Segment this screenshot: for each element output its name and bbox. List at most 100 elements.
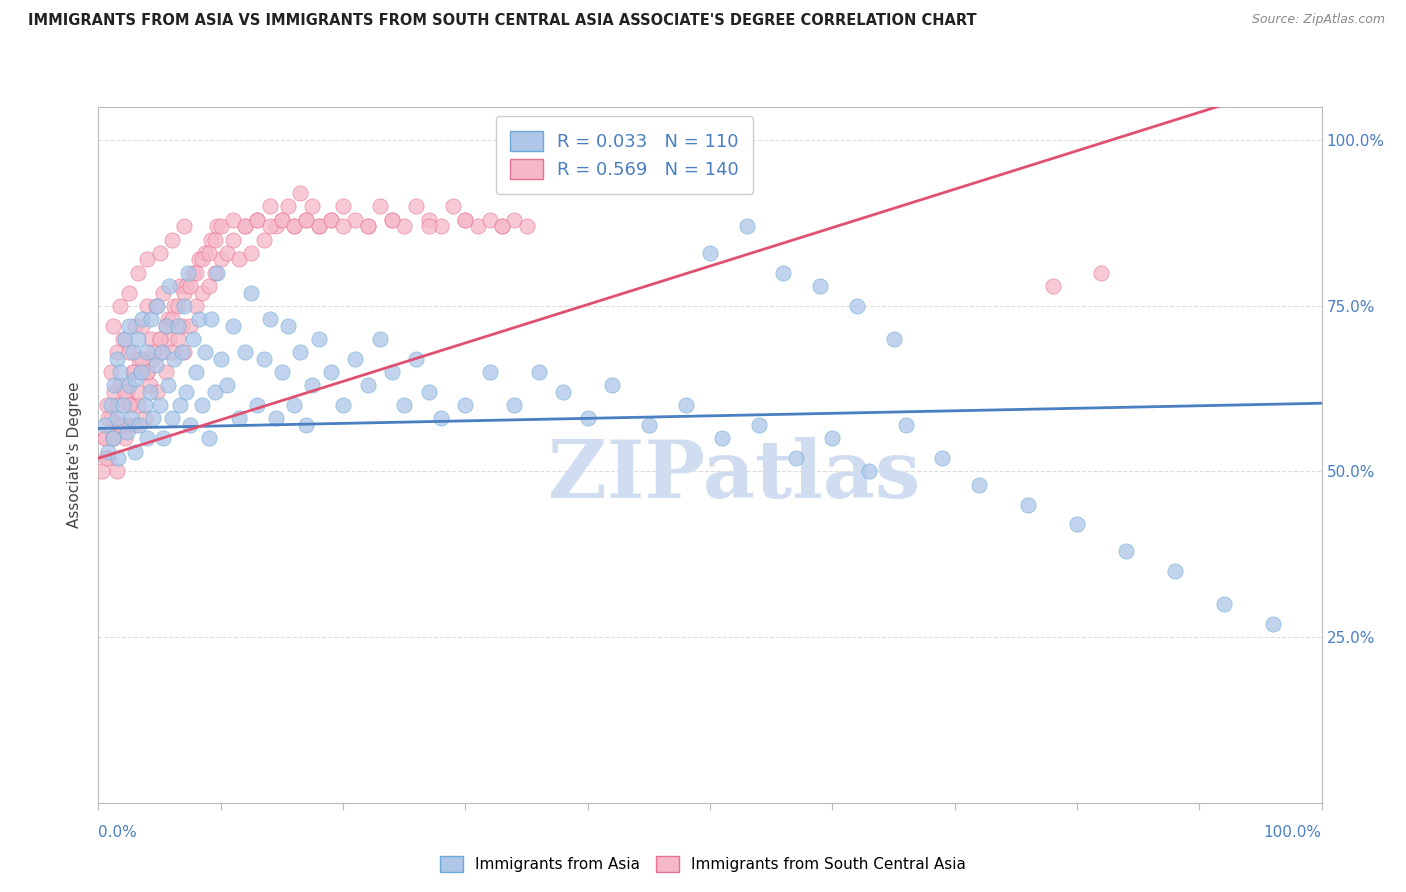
Point: [503, 212, 526, 227]
Point: [264, 219, 287, 234]
Point: [101, 318, 124, 333]
Point: [179, 318, 201, 333]
Point: [163, 299, 186, 313]
Point: [205, 266, 228, 280]
Point: [145, 359, 167, 373]
Point: [110, 299, 132, 313]
Point: [319, 212, 342, 227]
Point: [110, 365, 132, 379]
Point: [136, 431, 159, 445]
Point: [93, 431, 115, 445]
Point: [152, 431, 174, 445]
Point: [270, 212, 294, 227]
Point: [191, 285, 214, 300]
Point: [699, 245, 721, 260]
Text: IMMIGRANTS FROM ASIA VS IMMIGRANTS FROM SOUTH CENTRAL ASIA ASSOCIATE'S DEGREE CO: IMMIGRANTS FROM ASIA VS IMMIGRANTS FROM …: [28, 13, 977, 29]
Point: [103, 378, 125, 392]
Point: [149, 398, 172, 412]
Point: [114, 431, 136, 445]
Point: [96, 398, 118, 412]
Point: [173, 285, 195, 300]
Point: [845, 299, 868, 313]
Point: [129, 365, 152, 379]
Point: [205, 219, 228, 234]
Point: [121, 365, 143, 379]
Point: [136, 299, 159, 313]
Point: [127, 384, 149, 399]
Point: [97, 444, 120, 458]
Point: [127, 332, 149, 346]
Point: [454, 212, 477, 227]
Point: [91, 465, 114, 479]
Text: 0.0%: 0.0%: [98, 825, 138, 840]
Point: [252, 351, 274, 366]
Point: [176, 384, 198, 399]
Point: [527, 365, 550, 379]
Point: [100, 365, 122, 379]
Point: [1042, 279, 1064, 293]
Point: [115, 425, 138, 439]
Point: [332, 199, 354, 213]
Point: [246, 398, 269, 412]
Point: [600, 378, 623, 392]
Point: [283, 219, 305, 234]
Point: [222, 318, 245, 333]
Point: [100, 411, 122, 425]
Point: [160, 345, 183, 359]
Point: [157, 312, 180, 326]
Point: [142, 345, 165, 359]
Point: [319, 212, 342, 227]
Point: [142, 411, 165, 425]
Point: [134, 411, 156, 425]
Point: [128, 351, 150, 366]
Point: [155, 318, 177, 333]
Point: [1212, 597, 1234, 611]
Point: [146, 299, 169, 313]
Point: [491, 219, 513, 234]
Point: [233, 219, 256, 234]
Point: [821, 431, 844, 445]
Text: ZIPatlas: ZIPatlas: [548, 437, 921, 515]
Point: [967, 477, 990, 491]
Point: [290, 186, 312, 201]
Point: [209, 252, 232, 267]
Point: [319, 365, 342, 379]
Point: [553, 384, 575, 399]
Point: [308, 219, 330, 234]
Point: [139, 332, 162, 346]
Point: [111, 418, 134, 433]
Point: [301, 199, 323, 213]
Point: [150, 345, 173, 359]
Point: [270, 365, 294, 379]
Point: [155, 365, 177, 379]
Point: [638, 418, 661, 433]
Text: 100.0%: 100.0%: [1264, 825, 1322, 840]
Point: [240, 285, 263, 300]
Point: [150, 345, 173, 359]
Point: [222, 233, 245, 247]
Point: [295, 212, 318, 227]
Point: [675, 398, 697, 412]
Point: [332, 398, 354, 412]
Point: [308, 219, 330, 234]
Point: [785, 451, 807, 466]
Point: [246, 212, 269, 227]
Point: [170, 318, 193, 333]
Point: [215, 245, 238, 260]
Point: [197, 279, 219, 293]
Point: [115, 384, 138, 399]
Point: [418, 384, 440, 399]
Point: [454, 212, 477, 227]
Point: [128, 418, 150, 433]
Point: [129, 365, 152, 379]
Point: [858, 465, 880, 479]
Point: [392, 398, 416, 412]
Point: [146, 384, 169, 399]
Point: [259, 199, 281, 213]
Point: [491, 219, 513, 234]
Point: [97, 451, 120, 466]
Point: [368, 332, 391, 346]
Point: [105, 345, 128, 359]
Point: [110, 418, 132, 433]
Point: [478, 212, 501, 227]
